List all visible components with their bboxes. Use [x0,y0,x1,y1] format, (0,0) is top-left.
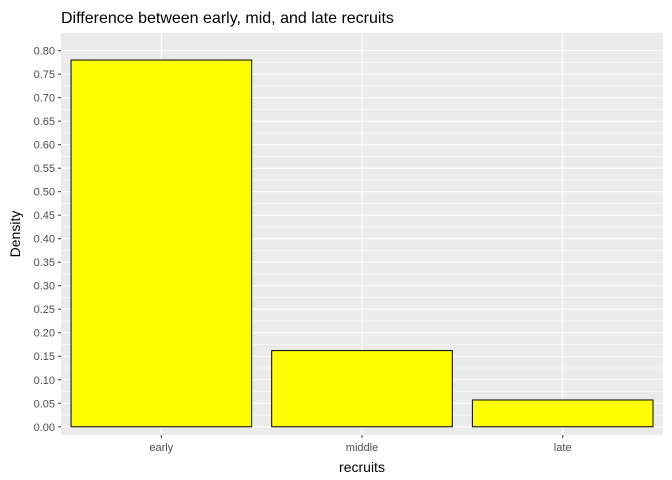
y-tick-label: 0.80 [34,46,55,58]
bar-late [471,399,654,428]
bar-middle [271,350,453,428]
x-tick-label: middle [346,442,378,454]
y-tick-label: 0.50 [34,187,55,199]
bars [70,59,654,428]
y-axis: 0.00 0.05 0.10 0.15 0.20 0.25 0.30 0.35 0.40 0.45… [34,46,61,434]
y-tick-label: 0.30 [34,281,55,293]
chart-title: Difference between early, mid, and late … [61,10,394,27]
y-tick-label: 0.65 [34,116,55,128]
y-tick-label: 0.00 [34,422,55,434]
y-tick-label: 0.45 [34,210,55,222]
y-tick-label: 0.55 [34,163,55,175]
x-tick-label: late [554,442,572,454]
y-tick-label: 0.40 [34,234,55,246]
y-tick-label: 0.05 [34,398,55,410]
x-axis-title: recruits [339,459,385,475]
y-tick-label: 0.60 [34,140,55,152]
y-tick-label: 0.75 [34,69,55,81]
y-tick-label: 0.10 [34,375,55,387]
y-tick-label: 0.20 [34,328,55,340]
y-tick-label: 0.25 [34,304,55,316]
y-tick-label: 0.35 [34,257,55,269]
x-tick-label: early [149,442,173,454]
y-axis-title: Density [7,211,23,258]
x-axis: early middle late [149,435,572,454]
y-tick-label: 0.15 [34,351,55,363]
y-tick-label: 0.70 [34,93,55,105]
bar-early [70,59,253,428]
